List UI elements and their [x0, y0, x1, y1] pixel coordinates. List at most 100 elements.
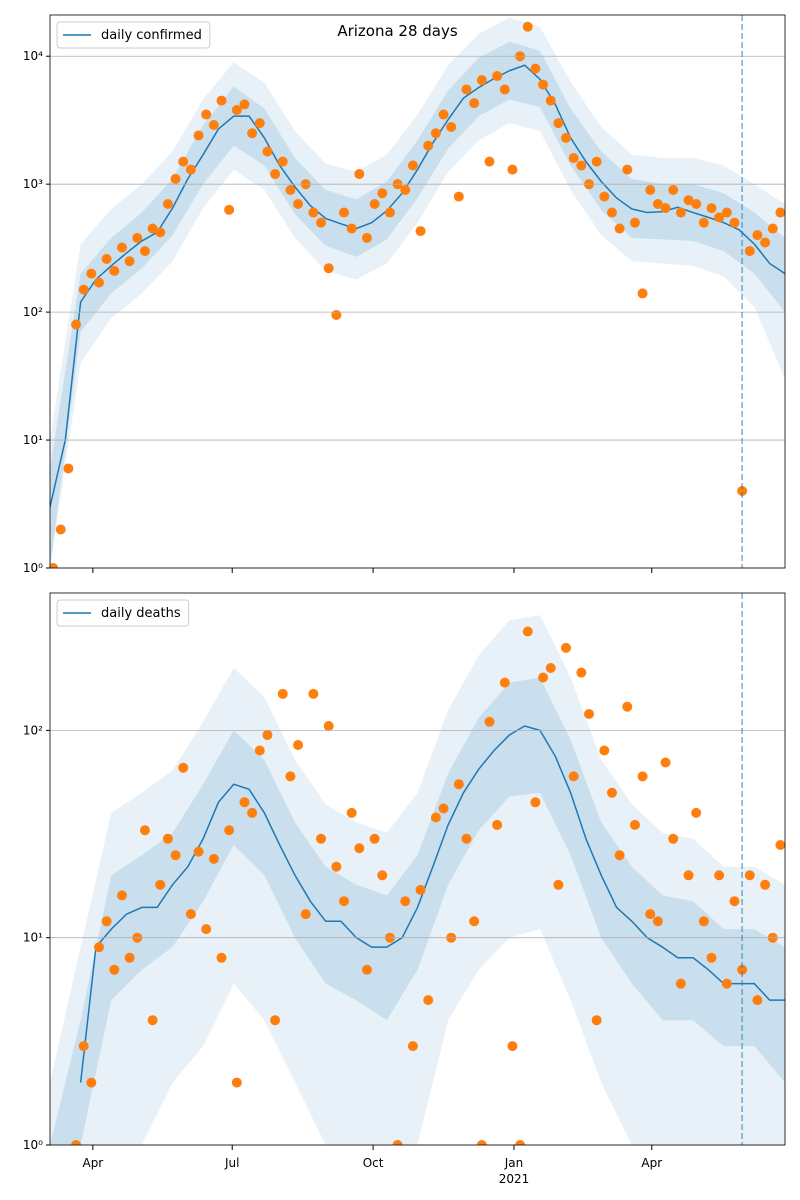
point	[247, 807, 258, 818]
point	[224, 204, 235, 215]
point	[285, 185, 296, 196]
point	[652, 198, 663, 209]
point	[423, 140, 434, 151]
point	[430, 128, 441, 139]
point	[400, 185, 411, 196]
point	[576, 667, 587, 678]
point	[729, 217, 740, 228]
point	[400, 896, 411, 907]
point	[270, 1015, 281, 1026]
point	[752, 230, 763, 241]
point	[247, 128, 258, 139]
point	[476, 1140, 487, 1145]
point	[216, 95, 227, 106]
chart-title: Arizona 28 days	[337, 22, 458, 40]
point	[438, 109, 449, 120]
point	[760, 879, 771, 890]
point	[453, 779, 464, 790]
band	[50, 615, 785, 1145]
point	[208, 120, 219, 131]
y-tick-label: 10¹	[23, 931, 43, 945]
plot-area	[50, 615, 785, 1145]
point	[216, 952, 227, 963]
point	[744, 246, 755, 257]
point	[331, 861, 342, 872]
point	[270, 169, 281, 180]
point	[109, 964, 120, 975]
point	[407, 160, 418, 171]
point	[729, 896, 740, 907]
point	[675, 207, 686, 218]
point	[469, 98, 480, 109]
point	[323, 263, 334, 274]
point	[293, 740, 304, 751]
point	[561, 642, 572, 653]
point	[155, 879, 166, 890]
point	[507, 1041, 518, 1052]
point	[323, 720, 334, 731]
point	[706, 952, 717, 963]
point	[361, 232, 372, 243]
point	[591, 1015, 602, 1026]
point	[78, 1041, 89, 1052]
point	[407, 1041, 418, 1052]
point	[606, 207, 617, 218]
point	[201, 924, 212, 935]
y-tick-label: 10²	[23, 723, 43, 737]
y-tick-label: 10²	[23, 305, 43, 319]
point	[308, 207, 319, 218]
point	[231, 1077, 242, 1088]
point	[423, 995, 434, 1006]
point	[71, 1140, 82, 1145]
point	[706, 203, 717, 214]
point	[339, 896, 349, 907]
point	[698, 217, 709, 228]
point	[262, 730, 273, 741]
y-tick-label: 10¹	[23, 433, 43, 447]
plot-area	[50, 17, 785, 568]
point	[538, 672, 549, 683]
y-tick-label: 10⁴	[23, 49, 43, 63]
point	[446, 121, 457, 132]
point	[415, 226, 426, 237]
point	[55, 524, 66, 535]
point	[507, 164, 518, 175]
legend	[56, 599, 190, 627]
point	[461, 833, 472, 844]
point	[553, 879, 564, 890]
point	[461, 84, 472, 95]
point	[369, 833, 380, 844]
point	[346, 807, 357, 818]
legend	[56, 21, 211, 49]
point	[63, 463, 74, 474]
point	[629, 217, 640, 228]
point	[193, 846, 204, 857]
point	[561, 132, 572, 143]
point	[331, 309, 342, 320]
point	[545, 95, 556, 106]
point	[94, 942, 104, 953]
point	[354, 169, 365, 180]
point	[599, 191, 610, 202]
point	[691, 198, 702, 209]
point	[339, 207, 349, 218]
point	[361, 964, 372, 975]
point	[147, 1015, 158, 1026]
point	[254, 118, 265, 129]
point	[300, 909, 311, 920]
point	[101, 916, 112, 927]
x-tick-label: Apr	[641, 1156, 662, 1170]
point	[178, 762, 189, 773]
point	[668, 185, 679, 196]
point	[94, 277, 104, 288]
point	[377, 870, 388, 881]
axes-frame	[49, 14, 786, 569]
band	[50, 17, 785, 568]
point	[147, 223, 158, 234]
point	[124, 952, 135, 963]
point	[683, 195, 694, 206]
point	[683, 870, 694, 881]
point	[116, 242, 127, 253]
point	[162, 833, 173, 844]
